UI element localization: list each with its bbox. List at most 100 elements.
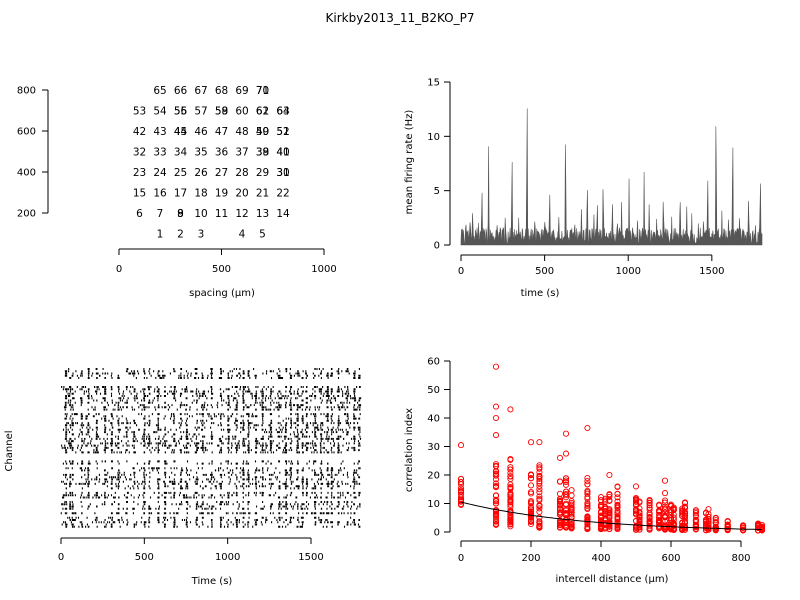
corr-x-tick-label: 800 [731,553,750,564]
correlation-point [507,523,514,530]
raster-channel-row [71,419,349,422]
channel-label: 60 [235,106,248,118]
corr-y-tick-label: 40 [427,414,440,425]
channel-label: 62 [256,106,269,118]
channel-label: 14 [276,208,290,220]
layout-x-tick-label: 1000 [311,264,336,275]
raster-channel-row [64,437,362,440]
correlation-point [568,499,575,506]
correlation-point [740,522,747,529]
channel-label: 4 [239,229,246,241]
corr-x-tick-label: 600 [661,553,680,564]
raster-channel-row [65,491,361,494]
raster-x-tick-label: 1500 [298,552,323,563]
correlation-point [556,478,564,485]
rate-x-tick-label: 1000 [615,266,640,277]
correlation-point [632,483,640,490]
corr-y-tick-label: 60 [427,357,440,368]
channel-label: 54 [153,106,167,118]
rate-x-tick-label: 0 [458,266,464,277]
channel-label: 3 [198,229,205,241]
correlation-point [584,513,591,520]
correlation-point [492,500,500,507]
correlation-point [536,478,543,485]
correlation-point [492,513,500,520]
raster-channel-row [61,444,361,447]
correlation-point [646,500,653,507]
rate-x-tick-label: 500 [535,266,554,277]
correlation-point [712,527,719,534]
correlation-point [661,477,669,484]
channel-label: 2 [177,229,184,241]
correlation-point [556,506,564,513]
correlation-point [507,498,514,505]
raster-x-tick-label: 0 [58,552,64,563]
correlation-point [602,498,609,505]
layout-y-tick-label: 200 [17,209,36,220]
correlation-point [661,499,669,506]
correlation-point [568,521,575,528]
correlation-point [492,483,500,490]
channel-label: 21 [256,188,269,200]
raster-channel-row [69,485,355,488]
correlation-point [556,521,564,529]
channel-label: 30 [276,167,289,179]
correlation-point [646,526,653,533]
raster-channel-row [66,390,356,393]
correlation-point [597,508,605,515]
channel-label: 1 [157,229,164,241]
raster-channel-row [63,521,356,524]
correlation-point [507,490,514,497]
correlation-point [568,518,575,525]
corr-y-axis-title: correlation index [404,408,415,492]
correlation-point [568,511,575,518]
correlation-point [705,526,712,533]
channel-label: 64 [276,106,290,118]
raster-channel-row [64,370,356,373]
correlation-point [492,517,500,525]
raster-channel-row [62,494,360,497]
raster-channel-row [65,372,356,375]
rate-y-tick-label: 15 [427,78,440,89]
channel-label: 70 [256,85,269,97]
channel-label: 42 [133,126,146,138]
raster-x-axis-title: Time (s) [191,576,233,587]
raster-channel-row [62,462,359,465]
correlation-point [646,497,653,505]
rate-y-axis-title: mean firing rate (Hz) [404,110,415,215]
channel-label: 52 [276,126,289,138]
correlation-point [527,472,535,479]
correlation-point [646,502,653,509]
correlation-point [507,520,514,528]
channel-label: 56 [174,106,188,118]
raster-channel-row [66,422,359,425]
corr-x-axis-title: intercell distance (µm) [556,574,669,585]
correlation-point [584,525,591,532]
correlation-point [536,524,543,531]
correlation-point [636,499,643,506]
channel-label: 32 [133,147,146,159]
raster-x-tick-label: 500 [135,552,154,563]
correlation-point [670,514,677,521]
channel-label: 68 [215,85,228,97]
raster-channel-row [67,516,352,519]
correlation-fit-line [460,501,762,530]
channel-label: 51 [276,126,289,138]
correlation-point [536,475,543,482]
channel-label: 9 [177,208,184,220]
raster-channel-row [65,426,361,429]
correlation-point [556,454,564,461]
correlation-point [492,480,500,487]
raster-channel-row [64,404,362,407]
channel-label: 37 [235,147,248,159]
correlation-point [556,511,564,518]
channel-label: 43 [153,126,166,138]
correlation-point [584,474,591,482]
raster-channel-row [60,512,356,515]
raster-y-axis-title: Channel [4,430,15,471]
correlation-point [670,504,677,511]
channel-label: 69 [235,85,248,97]
correlation-point [492,461,500,468]
correlation-point [492,470,500,477]
correlation-point [606,508,613,515]
